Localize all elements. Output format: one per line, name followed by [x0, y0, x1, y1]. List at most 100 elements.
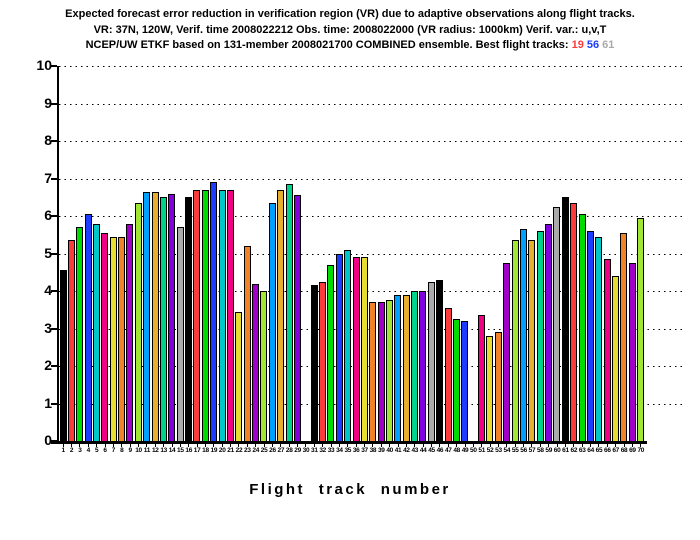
x-tick-30 — [305, 444, 307, 447]
x-tick-44 — [422, 444, 424, 447]
bar-track-63 — [578, 214, 586, 441]
bar-track-43 — [411, 291, 419, 441]
bar-track-25 — [260, 291, 268, 441]
x-tick-68 — [623, 444, 625, 447]
x-tick-label-59: 59 — [545, 447, 553, 454]
x-tick-label-60: 60 — [553, 447, 561, 454]
y-tick-label-6: 6 — [44, 207, 52, 223]
x-tick-label-62: 62 — [570, 447, 578, 454]
x-tick-21 — [230, 444, 232, 447]
x-tick-label-65: 65 — [595, 447, 603, 454]
x-tick-55 — [514, 444, 516, 447]
x-tick-4 — [87, 444, 89, 447]
x-tick-label-45: 45 — [428, 447, 435, 454]
x-tick-label-21: 21 — [227, 447, 234, 454]
gridline-y-10 — [59, 66, 684, 67]
x-tick-5 — [96, 444, 98, 447]
bar-track-32 — [319, 281, 326, 441]
y-tick-label-10: 10 — [36, 57, 52, 73]
x-tick-6 — [104, 444, 106, 447]
x-tick-label-39: 39 — [377, 447, 385, 454]
bar-track-31 — [310, 285, 318, 441]
x-tick-38 — [372, 444, 374, 447]
gridline-y-7 — [59, 178, 684, 180]
x-tick-label-7: 7 — [111, 447, 116, 454]
x-tick-label-50: 50 — [470, 447, 477, 454]
bar-track-20 — [218, 189, 226, 441]
x-tick-35 — [347, 444, 349, 447]
x-tick-label-36: 36 — [352, 447, 360, 454]
bar-track-3 — [76, 227, 84, 441]
bar-track-35 — [344, 249, 352, 441]
bar-track-68 — [620, 232, 628, 441]
x-tick-7 — [112, 444, 114, 447]
x-tick-56 — [523, 444, 525, 447]
x-tick-label-29: 29 — [294, 447, 301, 454]
x-tick-label-40: 40 — [386, 447, 393, 454]
x-tick-64 — [590, 444, 592, 447]
bar-track-6 — [101, 232, 109, 441]
x-tick-61 — [564, 444, 566, 447]
bar-track-7 — [109, 236, 117, 441]
y-tick-10 — [51, 65, 57, 67]
x-tick-66 — [606, 444, 608, 447]
x-tick-26 — [271, 444, 273, 447]
x-tick-label-46: 46 — [436, 447, 444, 454]
bar-track-23 — [243, 246, 251, 441]
x-tick-label-38: 38 — [369, 447, 377, 454]
x-tick-label-61: 61 — [562, 447, 569, 454]
x-tick-39 — [380, 444, 382, 447]
x-tick-label-6: 6 — [103, 447, 107, 454]
x-tick-label-68: 68 — [620, 447, 628, 454]
x-tick-31 — [313, 444, 315, 447]
x-tick-label-11: 11 — [143, 447, 151, 454]
x-axis-tick-labels: 1 2 3 4 5 6 7 8 9 10 11 12 13 14 15 16 17 18 19 20 21 22 23 24 2… — [59, 444, 645, 460]
bar-track-55 — [511, 240, 519, 441]
x-tick-label-34: 34 — [336, 447, 343, 454]
bar-track-66 — [603, 259, 611, 441]
x-tick-40 — [389, 444, 391, 447]
bar-track-36 — [352, 257, 360, 441]
x-tick-29 — [297, 444, 299, 447]
bar-track-67 — [612, 276, 619, 441]
x-tick-1 — [62, 444, 64, 447]
bar-track-47 — [444, 307, 452, 441]
x-tick-22 — [238, 444, 240, 447]
x-tick-label-57: 57 — [528, 447, 536, 454]
y-tick-7 — [51, 177, 57, 180]
x-tick-14 — [171, 444, 173, 447]
bar-track-2 — [67, 240, 75, 441]
bar-track-69 — [628, 262, 636, 441]
x-tick-label-32: 32 — [319, 447, 326, 454]
x-tick-label-15: 15 — [177, 447, 184, 454]
x-tick-label-69: 69 — [629, 447, 636, 454]
bar-track-38 — [369, 302, 377, 441]
bar-track-13 — [159, 197, 167, 441]
bar-track-14 — [168, 193, 176, 441]
bar-track-65 — [595, 236, 603, 441]
x-tick-18 — [205, 444, 206, 447]
x-tick-label-16: 16 — [185, 447, 193, 454]
x-tick-label-26: 26 — [269, 447, 276, 454]
y-tick-1 — [51, 402, 57, 405]
bar-track-56 — [519, 229, 527, 441]
x-tick-53 — [498, 444, 499, 447]
bar-track-58 — [536, 231, 544, 441]
bar-track-21 — [226, 189, 234, 441]
bar-track-60 — [553, 206, 561, 441]
bar-track-22 — [235, 311, 243, 441]
x-tick-label-67: 67 — [612, 447, 619, 454]
gridline-y-9 — [59, 103, 684, 105]
bar-track-45 — [427, 281, 435, 441]
x-tick-43 — [414, 444, 416, 447]
x-tick-3 — [79, 444, 81, 447]
x-tick-label-53: 53 — [495, 447, 502, 454]
bar-track-19 — [210, 182, 218, 441]
bar-track-34 — [335, 253, 343, 441]
x-tick-13 — [163, 444, 165, 447]
y-axis — [57, 66, 59, 444]
bar-track-9 — [126, 223, 134, 441]
x-tick-63 — [581, 444, 583, 447]
x-tick-16 — [188, 444, 190, 447]
